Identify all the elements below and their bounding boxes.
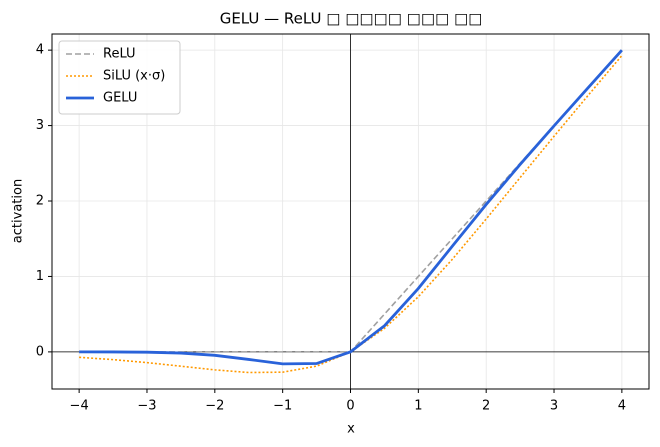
- x-tick-label: 4: [618, 399, 626, 414]
- x-axis-label: x: [347, 422, 355, 437]
- x-tick-label: −4: [70, 399, 89, 414]
- y-tick-label: 4: [36, 43, 44, 58]
- series-line: [79, 49, 623, 366]
- x-tick-label: −3: [137, 399, 156, 414]
- y-tick-label: 3: [36, 118, 44, 133]
- y-axis-label: activation: [11, 179, 26, 243]
- legend-label: ReLU: [103, 47, 136, 62]
- y-tick-label: 2: [36, 194, 44, 209]
- series-line: [79, 55, 623, 374]
- y-tick-label: 1: [36, 269, 44, 284]
- x-tick-label: 2: [482, 399, 490, 414]
- x-tick-label: 3: [550, 399, 558, 414]
- x-tick-label: −1: [273, 399, 292, 414]
- y-tick-label: 0: [36, 344, 44, 359]
- x-tick-label: −2: [205, 399, 224, 414]
- legend-label: GELU: [103, 91, 137, 106]
- x-tick-label: 0: [346, 399, 354, 414]
- x-tick-label: 1: [414, 399, 422, 414]
- plot-frame: [51, 33, 650, 390]
- legend-box: [58, 40, 181, 115]
- chart-title: GELU — ReLU □ □□□□ □□□ □□: [220, 10, 483, 28]
- legend-label: SiLU (x·σ): [103, 69, 165, 84]
